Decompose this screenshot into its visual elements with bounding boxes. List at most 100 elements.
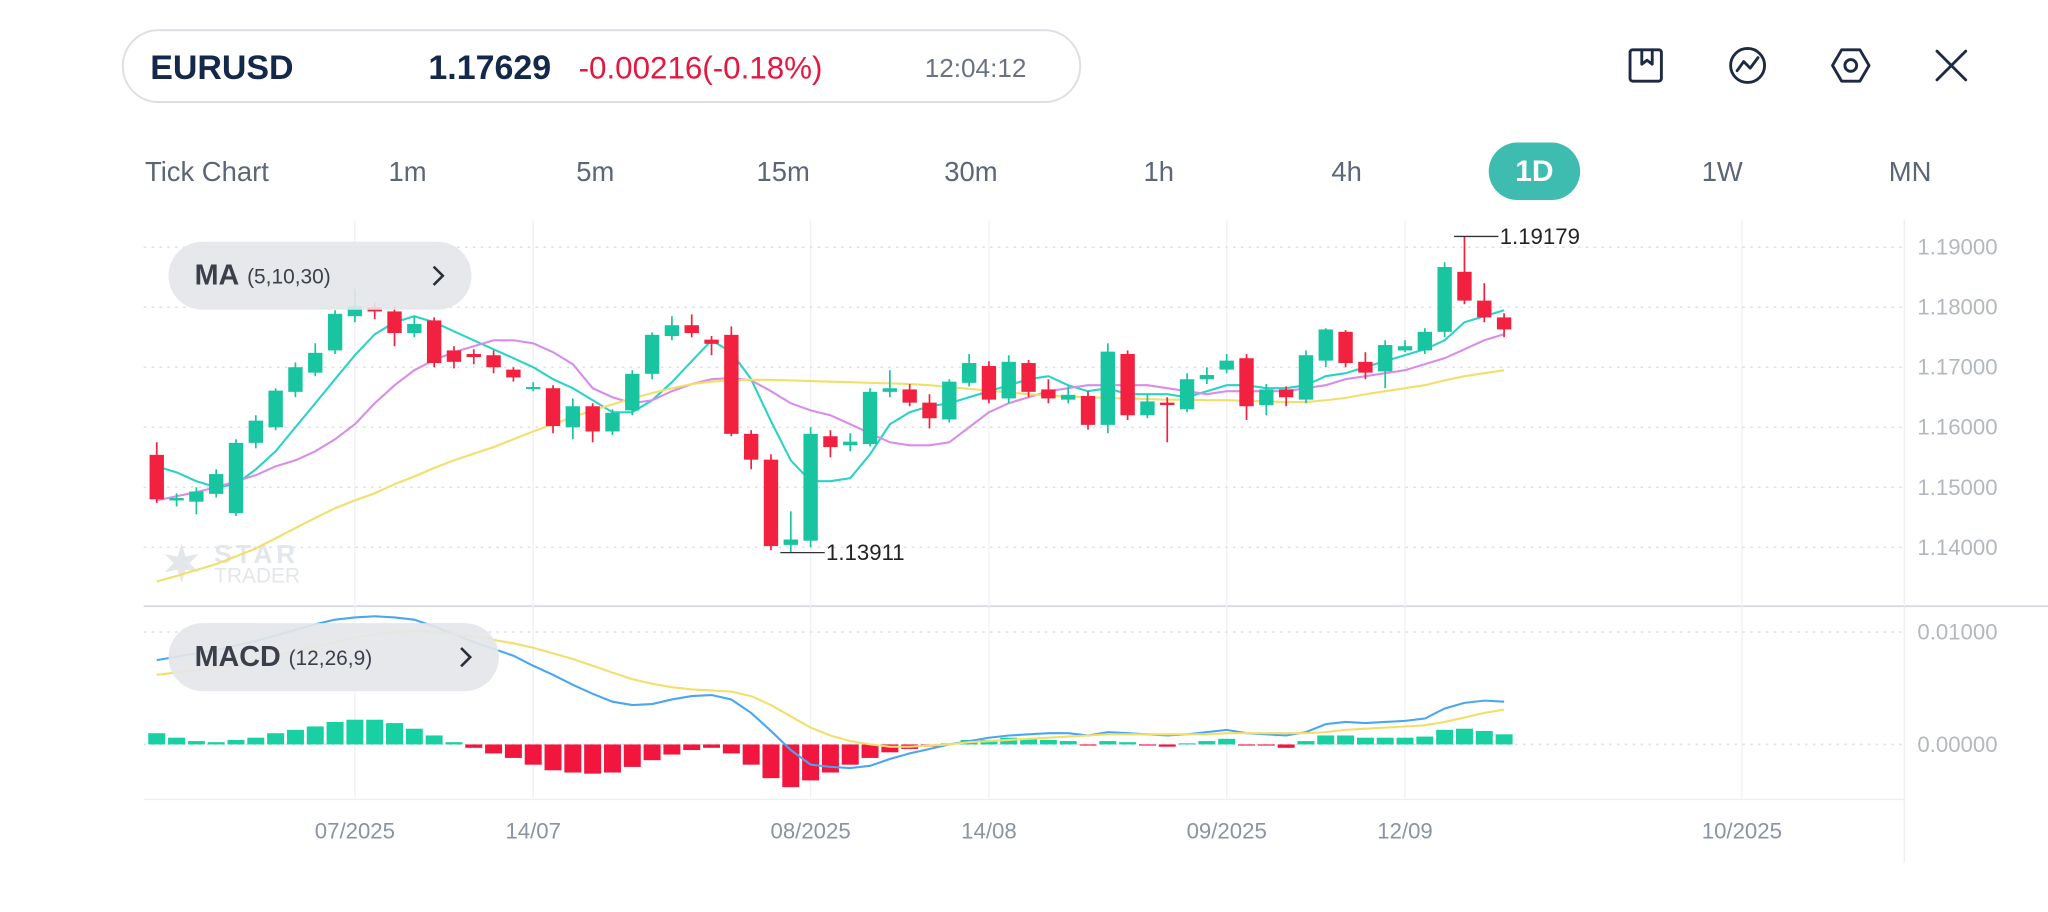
histogram-bar xyxy=(683,744,701,751)
settings-icon[interactable] xyxy=(1831,48,1871,83)
histogram-bar xyxy=(405,728,423,745)
candle-body xyxy=(209,474,224,494)
candle-body xyxy=(585,406,600,432)
candle-body xyxy=(625,373,640,411)
histogram-bar xyxy=(703,744,721,748)
candle-body xyxy=(644,334,660,374)
histogram-bar xyxy=(663,744,681,755)
watermark-logo xyxy=(164,543,199,583)
histogram-bar xyxy=(504,744,522,758)
x-tick-label: 12/09 xyxy=(1377,818,1433,843)
timeframe-button[interactable]: 1m xyxy=(388,156,426,187)
histogram-bar xyxy=(802,744,820,781)
histogram-bar xyxy=(1455,728,1473,745)
timeframe-button[interactable]: 4h xyxy=(1331,156,1361,187)
candle-body xyxy=(1397,346,1413,351)
candle-body xyxy=(922,402,937,419)
histogram-bar xyxy=(386,723,404,745)
indicator-badge[interactable] xyxy=(168,241,472,310)
candle-body xyxy=(664,325,680,337)
timeframe-button[interactable]: 15m xyxy=(756,156,809,187)
watermark-text: TRADER xyxy=(214,565,300,588)
candle-body xyxy=(248,420,264,443)
timeframe-button[interactable]: Tick Chart xyxy=(145,156,269,187)
plot-area: 07/2025 14/07 08/2025 14/08 09/2025 12/09 10/2… xyxy=(143,219,2048,863)
histogram-bar xyxy=(841,744,859,765)
indicator-icon[interactable] xyxy=(1729,47,1767,84)
y-tick-label: 1.19000 xyxy=(1917,235,1997,260)
watermark-text: STAR xyxy=(214,539,299,569)
clock: 12:04:12 xyxy=(925,53,1027,83)
close-icon[interactable] xyxy=(1935,49,1968,82)
indicator-line xyxy=(156,615,1505,770)
histogram-bar xyxy=(742,744,760,765)
histogram-bar xyxy=(881,744,899,753)
timeframe-button[interactable]: 1h xyxy=(1144,156,1174,187)
candle-body xyxy=(1239,358,1254,407)
candle-body xyxy=(526,387,541,389)
histogram-bar xyxy=(1039,739,1057,745)
indicator-params: (5,10,30) xyxy=(247,266,331,289)
candle-body xyxy=(862,391,878,445)
histogram-bar xyxy=(148,733,166,745)
histogram-bar xyxy=(1317,735,1335,745)
candle-body xyxy=(1338,331,1353,364)
y-tick-label: 1.18000 xyxy=(1917,295,1997,320)
indicator-badge[interactable] xyxy=(168,623,499,692)
histogram-bar xyxy=(980,739,998,745)
x-tick-label: 08/2025 xyxy=(771,818,851,843)
candle-body xyxy=(169,498,184,501)
candles xyxy=(149,236,1512,553)
candle-body xyxy=(347,306,363,317)
price: 1.17629 xyxy=(428,49,551,87)
candle-body xyxy=(1080,396,1096,425)
candle-body xyxy=(1021,363,1036,392)
bookmark-icon[interactable] xyxy=(1628,48,1663,83)
x-tick-label: 10/2025 xyxy=(1702,818,1782,843)
candle-body xyxy=(387,311,402,334)
candle-body xyxy=(1001,361,1016,399)
candle-body xyxy=(268,390,283,428)
timeframe-button[interactable]: 1D xyxy=(1515,155,1553,188)
x-tick-label: 09/2025 xyxy=(1187,818,1267,843)
timeframe-button[interactable]: 30m xyxy=(944,156,997,187)
candle-body xyxy=(724,334,739,434)
histogram-bar xyxy=(267,733,285,745)
indicator-name: MA xyxy=(195,260,240,292)
histogram-bar xyxy=(1416,736,1434,745)
y-tick-label: 1.16000 xyxy=(1917,415,1997,440)
candle-body xyxy=(506,369,521,378)
y-tick-label: 0.01000 xyxy=(1917,620,1997,645)
candle-body xyxy=(783,539,798,545)
histogram-bar xyxy=(1079,744,1097,746)
timeframe-button[interactable]: 5m xyxy=(576,156,614,187)
chevron-icon xyxy=(432,265,445,286)
histogram-bar xyxy=(861,744,879,758)
candle-body xyxy=(823,436,838,448)
candle-body xyxy=(942,381,957,420)
quote-pill[interactable] xyxy=(121,29,1082,104)
histogram-bar xyxy=(762,744,780,779)
timeframe-button[interactable]: MN xyxy=(1889,156,1932,187)
histogram-bar xyxy=(782,744,800,788)
candle-body xyxy=(763,459,779,547)
histogram-bar xyxy=(1475,730,1493,745)
histogram-bar xyxy=(1238,744,1255,746)
histogram-bar xyxy=(346,719,364,745)
histogram-bar xyxy=(643,744,661,761)
candle-body xyxy=(803,433,818,541)
histogram-bar xyxy=(485,744,503,754)
timeframe-button[interactable]: 1W xyxy=(1702,156,1743,187)
candle-body xyxy=(1199,375,1215,380)
candle-body xyxy=(545,388,561,427)
histogram-bar xyxy=(564,744,582,773)
histogram-bar xyxy=(1099,741,1117,745)
chevron-icon xyxy=(460,647,473,668)
histogram-bar xyxy=(445,742,463,745)
candle-body xyxy=(1378,345,1393,372)
candle-body xyxy=(961,363,977,383)
histogram-bar xyxy=(1020,738,1038,745)
candle-body xyxy=(228,442,244,514)
histogram-bar xyxy=(1000,737,1018,745)
